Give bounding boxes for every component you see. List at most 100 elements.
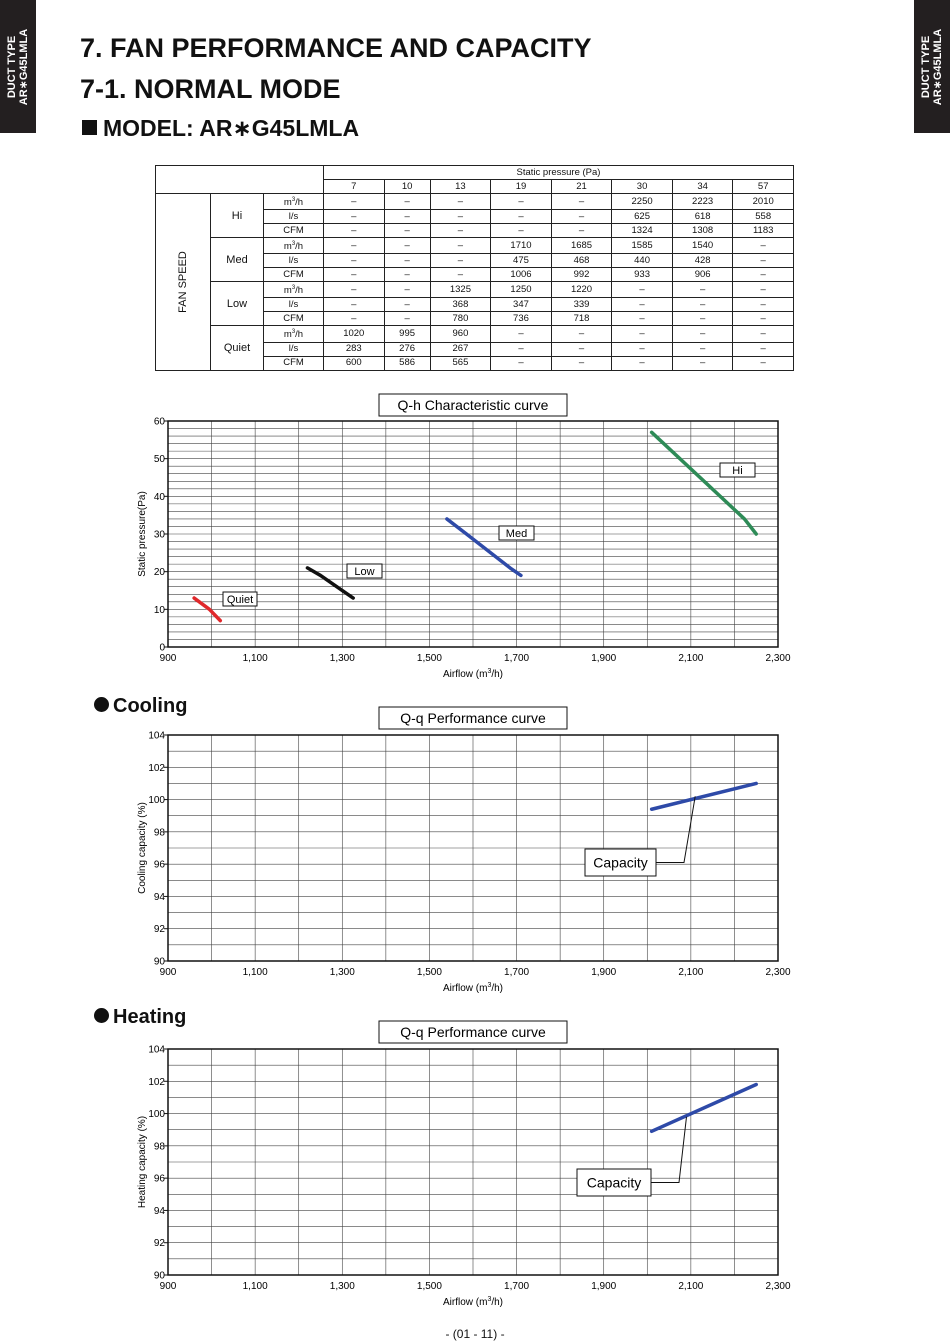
series-label-box [719,462,756,478]
value-cell: – [429,223,492,239]
value-cell: – [429,192,492,211]
series-label-box [346,563,383,579]
x-tick-label: 2,100 [678,967,703,978]
series-line-capacity [649,1082,758,1134]
value-cell: – [383,311,431,327]
value-cell: 960 [429,325,492,343]
value-cell: 267 [429,341,492,357]
value-cell: – [429,209,492,225]
value-cell: – [323,192,385,211]
y-tick-label: 102 [148,1077,165,1088]
value-cell: – [429,237,492,255]
unit-cell: CFM [263,267,324,283]
static-pressure-header: Static pressure (Pa) [323,165,794,180]
pressure-header: 13 [429,179,492,194]
value-cell: – [383,253,431,269]
y-tick-label: 30 [154,530,166,541]
unit-cell: m3/h [263,237,324,255]
unit-cell: l/s [263,253,324,269]
value-cell: 1325 [429,281,492,299]
value-cell: – [323,253,385,269]
side-tab-left: DUCT TYPE AR∗G45LMLA [0,0,36,133]
cooling-heading: Cooling [94,695,187,718]
value-cell: 283 [323,341,385,357]
value-cell: – [732,355,794,371]
value-cell: – [611,297,673,313]
value-cell: 1250 [490,281,552,299]
unit-cell: m3/h [263,281,324,299]
series-label: Capacity [593,855,647,871]
plot-area: 90 92 94 96 98 100 102 104 900 1,100 1,300 1,500 1,7… [137,706,791,994]
leader-line [656,796,696,863]
table-row: FAN SPEED Hi m3/h – – – – –2250 2223 2010 [155,192,794,371]
y-tick-label: 104 [148,731,165,742]
value-cell: – [490,355,552,371]
x-tick-label: 1,100 [243,967,268,978]
value-cell: – [323,297,385,313]
series-line-hi [649,430,758,536]
series-label: Quiet [227,594,253,606]
plot-frame [167,1048,779,1276]
x-tick-label: 1,300 [330,1281,355,1292]
table-row: Quiet m3/h 1020 995 960– – – – – [156,325,794,371]
y-tick-label: 98 [154,1141,166,1152]
value-cell: – [383,281,431,299]
value-cell: – [550,209,613,225]
value-cell: 995 [383,325,431,343]
fan-speed-level: Hi [210,192,264,239]
x-tick-label: 2,100 [678,653,703,664]
pressure-header: 57 [732,179,794,194]
y-tick-label: 96 [154,1174,166,1185]
square-bullet-icon [82,120,97,135]
value-cell: – [490,192,552,211]
leader-line [651,1116,687,1183]
x-tick-label: 1,700 [504,653,529,664]
value-cell: – [490,325,552,343]
series-label-box [498,525,535,541]
x-tick-label: 1,500 [417,967,442,978]
value-cell: – [732,237,794,255]
unit-cell: CFM [263,355,324,371]
value-cell: – [732,341,794,357]
value-cell: 1685 [550,237,613,255]
value-cell: 618 [671,209,734,225]
value-cell: 906 [671,267,734,283]
heating-capacity-chart: 90 92 94 96 98 100 102 104 900 1,100 1,300 1,500 1,7… [137,1020,791,1308]
value-cell: – [383,267,431,283]
value-cell: – [323,237,385,255]
heating-heading: Heating [94,1006,186,1029]
value-cell: – [323,209,385,225]
fan-speed-label: FAN SPEED [155,193,211,371]
y-tick-label: 0 [159,643,165,654]
value-cell: – [732,325,794,343]
value-cell: – [323,267,385,283]
cooling-capacity-chart: 90 92 94 96 98 100 102 104 900 1,100 1,300 1,500 1,7… [137,706,791,994]
y-tick-label: 40 [154,492,166,503]
series-label-box [584,848,657,877]
fan-performance-table: Static pressure (Pa) 7 10 13 19 21 30 34 57 FAN S… [155,165,794,371]
value-cell: 1324 [611,223,673,239]
value-cell: – [550,341,613,357]
y-tick-label: 96 [154,860,166,871]
value-cell: – [429,267,492,283]
value-cell: 565 [429,355,492,371]
x-tick-label: 1,500 [417,653,442,664]
series-line-capacity [649,781,758,812]
x-tick-label: 2,300 [765,1281,790,1292]
x-axis-label: Airflow (m3/h) [443,1296,503,1308]
value-cell: 368 [429,297,492,313]
value-cell: 428 [671,253,734,269]
side-tab-line1: DUCT TYPE [920,35,932,98]
x-tick-label: 1,100 [243,653,268,664]
x-tick-label: 2,100 [678,1281,703,1292]
value-cell: 1183 [732,223,794,239]
y-axis-label: Cooling capacity (%) [137,802,148,894]
value-cell: 468 [550,253,613,269]
value-cell: 1710 [490,237,552,255]
value-cell: – [383,209,431,225]
value-cell: – [429,253,492,269]
value-cell: 558 [732,209,794,225]
value-cell: 1220 [550,281,613,299]
side-tab-line1: DUCT TYPE [6,35,18,98]
value-cell: 440 [611,253,673,269]
